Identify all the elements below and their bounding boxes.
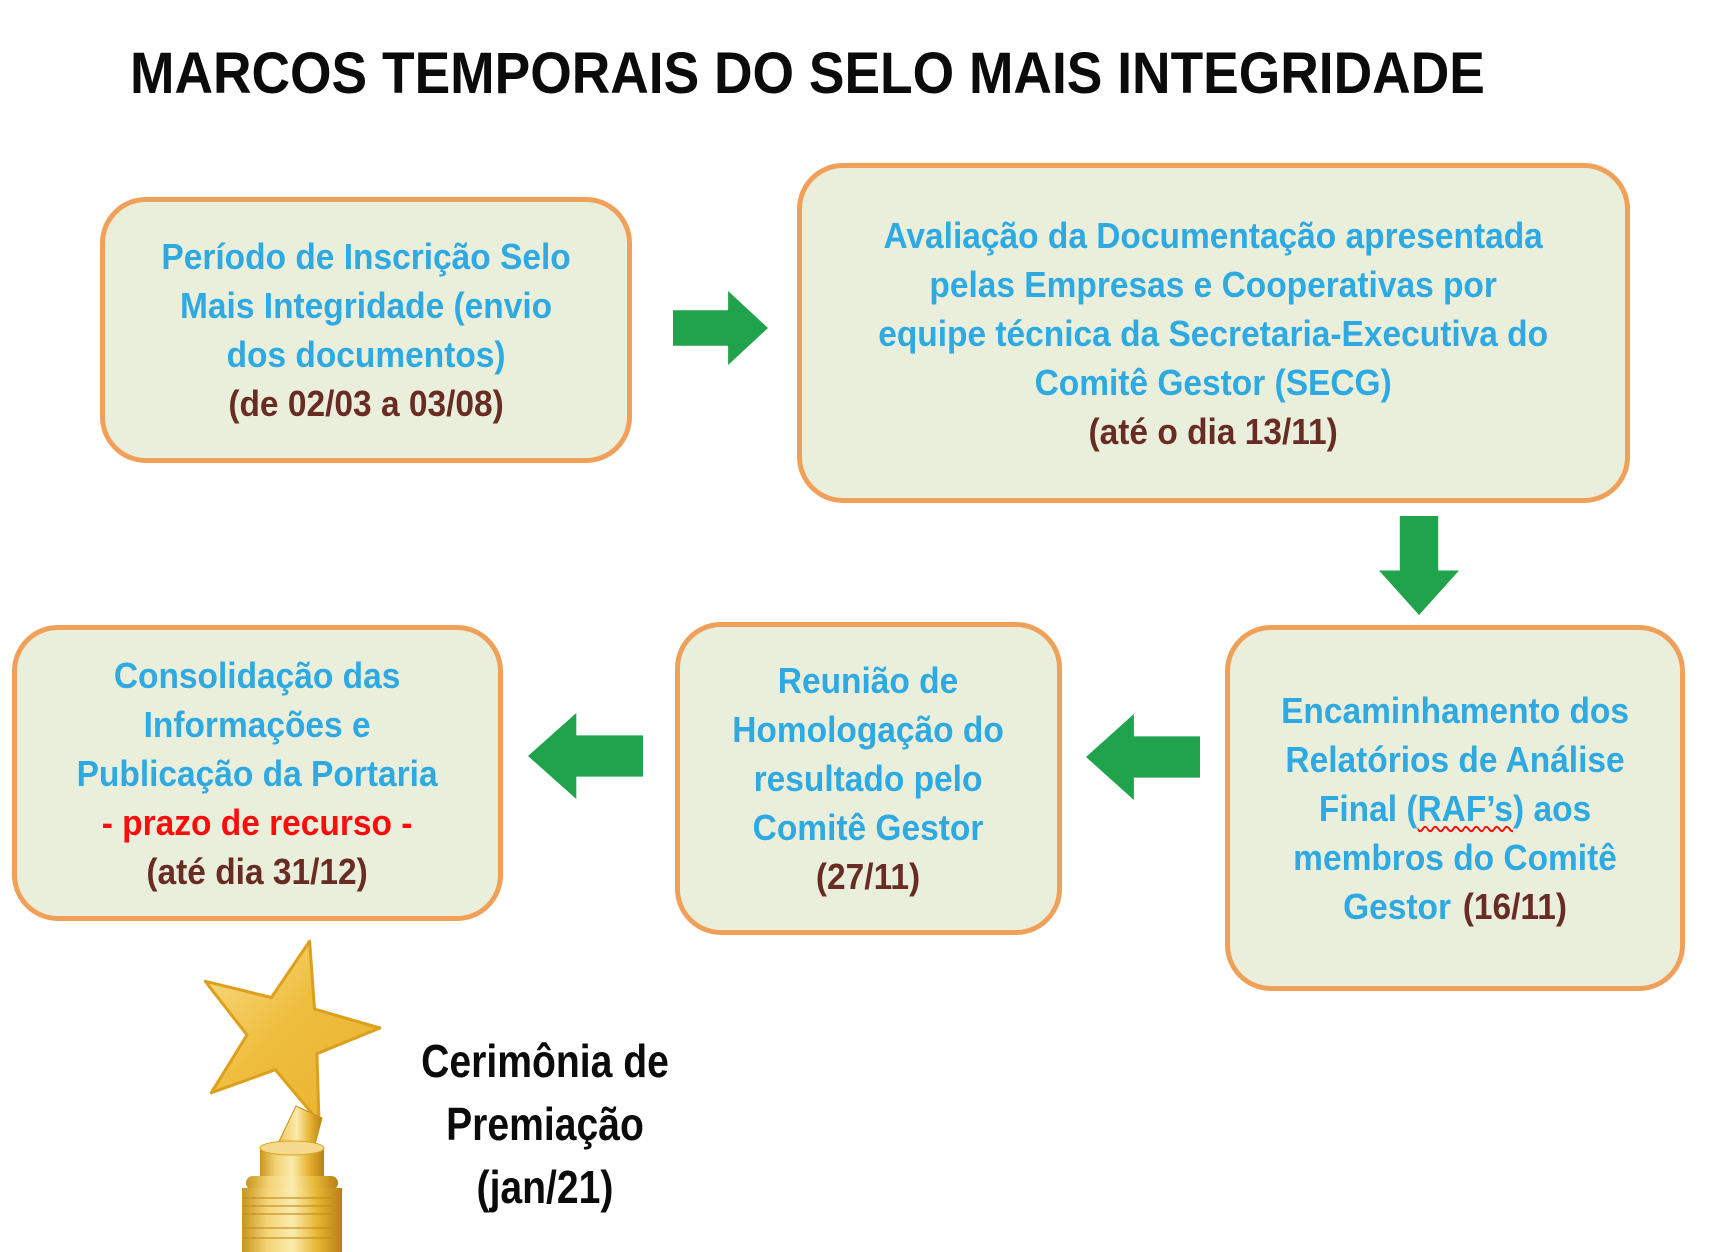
box-text-line: Consolidação das xyxy=(114,654,401,696)
trophy-image xyxy=(203,939,382,1252)
box-text-line: dos documentos) xyxy=(226,334,506,375)
raf-spellcheck-text: RAF’s xyxy=(1417,787,1513,829)
box-text-line: Homologação do xyxy=(732,709,1005,750)
box-text-line: Comitê Gestor xyxy=(753,807,984,848)
box-text-line: resultado pelo xyxy=(754,758,983,799)
box-date: (de 02/03 a 03/08) xyxy=(228,383,504,424)
box-text-line: Final (RAF’s) aos xyxy=(1319,784,1591,833)
page-title: MARCOS TEMPORAIS DO SELO MAIS INTEGRIDAD… xyxy=(130,41,1485,106)
box-text-line: pelas Empresas e Cooperativas por xyxy=(929,263,1498,305)
ceremony-line: Cerimônia de xyxy=(421,1035,669,1087)
ceremony-line: Premiação xyxy=(446,1098,644,1150)
flow-box-encaminhamento: Encaminhamento dos Relatórios de Análise… xyxy=(1225,625,1685,991)
box-text-line: equipe técnica da Secretaria-Executiva d… xyxy=(878,312,1549,354)
ceremony-line: (jan/21) xyxy=(476,1161,614,1213)
arrow-right-icon xyxy=(673,291,768,365)
box-text-line: Publicação da Portaria xyxy=(77,752,438,794)
arrow-left-icon xyxy=(528,713,643,799)
box-text-line: Período de Inscrição Selo xyxy=(161,236,571,277)
box-text-line: Gestor (16/11) xyxy=(1343,882,1567,931)
box-highlight: - prazo de recurso - xyxy=(102,801,413,843)
box-date: (até o dia 13/11) xyxy=(1088,410,1339,452)
trophy-star xyxy=(203,939,382,1124)
flow-box-avaliacao: Avaliação da Documentação apresentada pe… xyxy=(797,163,1630,503)
box-text-line: membros do Comitê xyxy=(1293,836,1617,878)
box-text-segment: Final ( xyxy=(1318,787,1418,829)
box-text-segment: Gestor xyxy=(1343,885,1451,927)
flow-box-consolidacao: Consolidação das Informações e Publicaçã… xyxy=(12,625,503,921)
box-date: (até dia 31/12) xyxy=(146,850,369,892)
box-text-line: Mais Integridade (envio xyxy=(179,285,553,326)
arrow-down-icon xyxy=(1379,516,1459,615)
box-text-line: Relatórios de Análise xyxy=(1285,738,1625,780)
ceremony-caption: Cerimônia de Premiação (jan/21) xyxy=(405,1030,686,1219)
box-text-line: Reunião de xyxy=(778,660,959,701)
flow-box-homologacao: Reunião de Homologação do resultado pelo… xyxy=(675,622,1062,935)
flow-box-inscricao: Período de Inscrição Selo Mais Integrida… xyxy=(100,197,632,463)
box-text-line: Informações e xyxy=(143,703,372,745)
box-text-line: Avaliação da Documentação apresentada xyxy=(883,214,1544,256)
box-date: (16/11) xyxy=(1462,885,1567,927)
arrow-left-icon xyxy=(1086,714,1200,800)
box-text-line: Comitê Gestor (SECG) xyxy=(1034,361,1393,403)
box-date: (27/11) xyxy=(816,856,921,897)
box-text-segment: ) aos xyxy=(1512,787,1592,829)
box-text-line: Encaminhamento dos xyxy=(1281,689,1629,731)
